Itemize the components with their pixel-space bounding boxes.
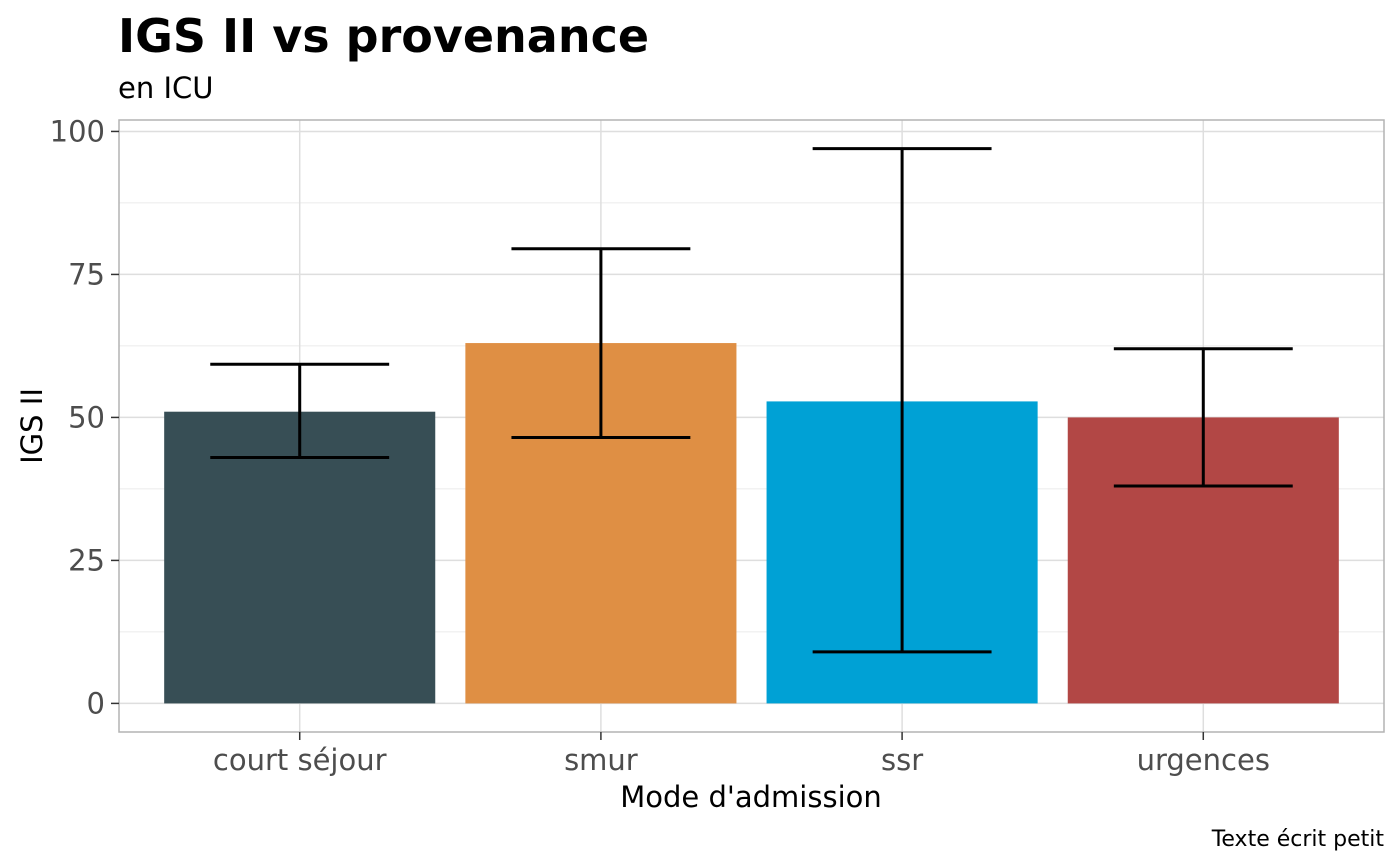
x-tick-label: court séjour (213, 743, 387, 777)
x-axis-title: Mode d'admission (620, 780, 882, 814)
chart-title: IGS II vs provenance (118, 9, 649, 63)
x-tick-label: ssr (881, 743, 923, 777)
y-axis-title: IGS II (15, 388, 49, 464)
error-bar (1113, 347, 1293, 488)
error-bar (210, 362, 390, 459)
y-tick-label: 100 (50, 114, 105, 148)
y-tick-label: 25 (68, 543, 105, 577)
x-tick-label: urgences (1137, 743, 1270, 777)
error-bars (210, 147, 1293, 654)
x-axis-ticks: court séjour smur ssr urgences (213, 732, 1270, 777)
y-axis-ticks: 0 25 50 75 100 (50, 114, 119, 720)
y-tick-label: 75 (68, 257, 105, 291)
x-tick-label: smur (564, 743, 638, 777)
y-tick-label: 50 (68, 400, 105, 434)
plot-panel-border (118, 119, 1385, 733)
y-tick-label: 0 (87, 686, 105, 720)
bar (164, 411, 436, 704)
error-bar (812, 147, 992, 654)
chart-caption: Texte écrit petit (1211, 827, 1385, 852)
error-bar (511, 247, 691, 439)
chart-subtitle: en ICU (118, 71, 213, 105)
